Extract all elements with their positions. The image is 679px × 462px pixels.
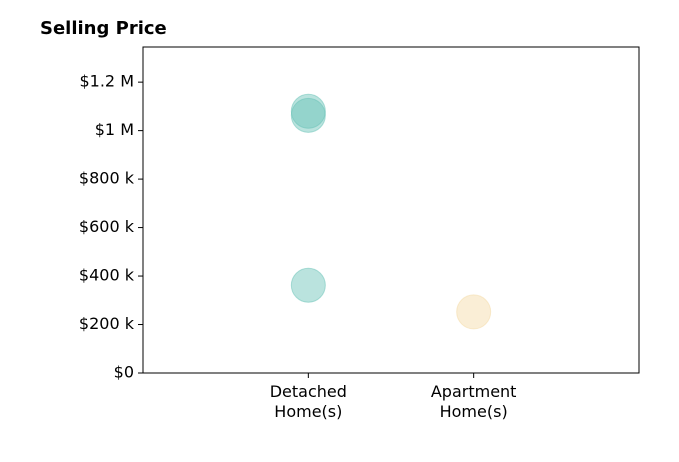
point — [290, 97, 326, 133]
point — [290, 267, 326, 303]
chart-title: Selling Price — [40, 18, 167, 39]
y-tick-label: $600 k — [79, 217, 135, 236]
x-tick-label: Apartment Home(s) — [430, 382, 517, 421]
y-tick-label: $0 — [114, 363, 134, 382]
point — [456, 294, 492, 330]
y-tick-label: $1.2 M — [79, 72, 134, 91]
y-tick-label: $400 k — [79, 266, 135, 285]
y-tick-label: $1 M — [95, 120, 134, 139]
y-tick-label: $200 k — [79, 314, 135, 333]
plot-frame — [142, 46, 640, 374]
y-tick-label: $800 k — [79, 169, 135, 188]
x-tick-label: Detached Home(s) — [269, 382, 347, 421]
